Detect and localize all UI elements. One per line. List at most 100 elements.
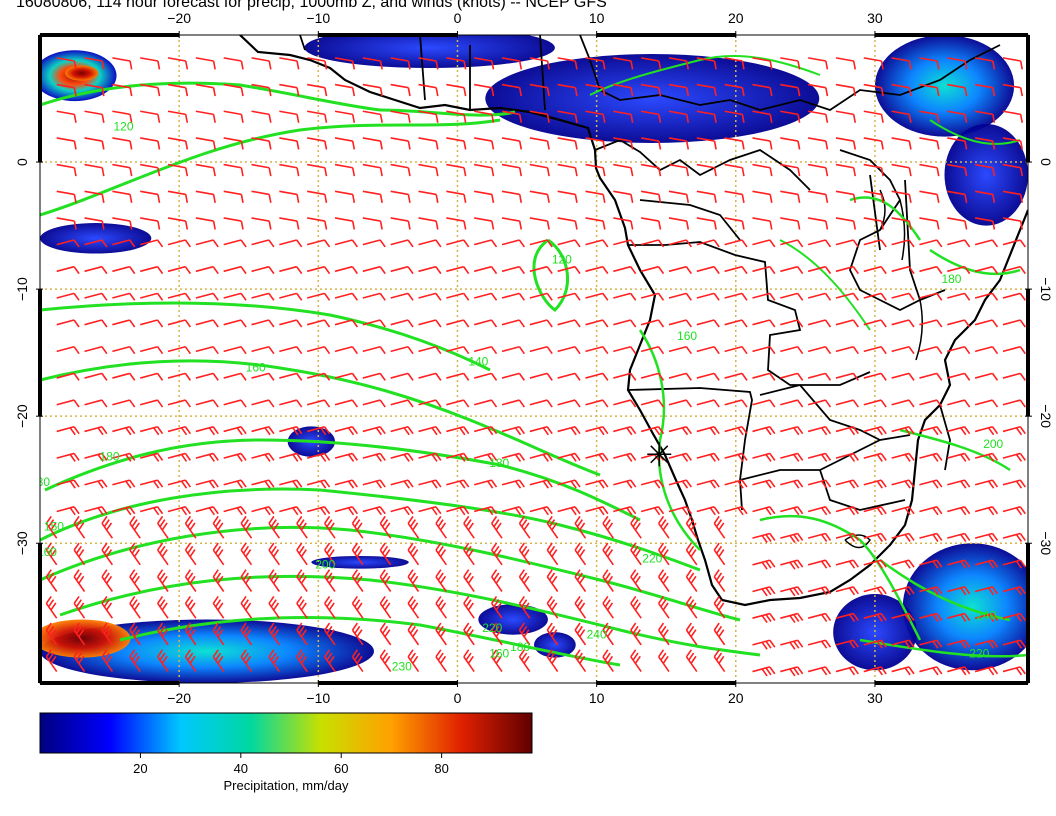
barb-feather xyxy=(546,542,553,551)
barb-feather xyxy=(688,625,695,634)
barb-staff xyxy=(474,137,493,142)
barb-staff xyxy=(446,163,465,169)
barb-feather xyxy=(741,399,748,408)
barb-feather xyxy=(268,319,275,328)
barb-staff xyxy=(184,656,197,673)
wind-barb xyxy=(407,595,420,619)
wind-barb xyxy=(529,110,550,123)
barb-staff xyxy=(223,292,242,299)
barb-feather xyxy=(542,454,549,462)
barb-staff xyxy=(390,57,409,62)
barb-staff xyxy=(279,217,298,222)
barb-feather xyxy=(876,640,883,649)
wind-barb xyxy=(557,239,581,248)
wind-barb xyxy=(379,622,392,646)
barb-feather xyxy=(548,625,556,634)
wind-barb xyxy=(529,57,550,70)
wind-barb xyxy=(613,399,637,408)
wind-barb xyxy=(501,57,523,70)
barb-feather xyxy=(908,167,912,177)
wind-barb xyxy=(223,110,244,123)
barb-feather xyxy=(685,167,690,177)
wind-barb xyxy=(251,83,272,97)
barb-staff xyxy=(752,163,771,169)
wind-barb xyxy=(518,542,531,566)
barb-feather xyxy=(964,194,968,203)
barb-staff xyxy=(362,292,381,299)
barb-feather xyxy=(852,194,857,203)
barb-feather xyxy=(602,266,609,275)
wind-barb xyxy=(641,110,662,123)
wind-barb xyxy=(668,506,692,516)
barb-staff xyxy=(84,265,103,273)
barb-staff xyxy=(140,190,159,196)
barb-staff xyxy=(919,425,938,433)
location-star-icon xyxy=(647,442,672,467)
barb-staff xyxy=(306,425,325,433)
wind-barb xyxy=(891,612,915,622)
barb-feather xyxy=(268,649,275,658)
barb-feather xyxy=(604,599,611,608)
barb-feather xyxy=(407,87,411,97)
barb-staff xyxy=(223,265,242,273)
barb-staff xyxy=(891,559,910,566)
wind-barb xyxy=(780,372,804,381)
wind-barb xyxy=(212,542,225,566)
barb-feather xyxy=(685,515,692,524)
barb-staff xyxy=(268,522,281,539)
wind-barb xyxy=(585,110,606,123)
barb-staff xyxy=(613,190,632,196)
wind-barb xyxy=(557,57,578,70)
barb-feather xyxy=(347,507,355,516)
barb-feather xyxy=(73,569,80,578)
barb-staff xyxy=(696,399,715,406)
barb-feather xyxy=(73,452,80,461)
barb-feather xyxy=(296,479,303,488)
barb-staff xyxy=(724,372,743,379)
wind-barb xyxy=(713,542,726,566)
barb-staff xyxy=(446,506,464,513)
wind-barb xyxy=(418,506,442,516)
wind-barb xyxy=(835,190,857,203)
wind-barb xyxy=(807,612,832,622)
barb-feather xyxy=(324,622,331,631)
barb-feather xyxy=(685,346,692,355)
barb-feather xyxy=(354,572,361,581)
barb-staff xyxy=(435,576,447,592)
wind-barb xyxy=(919,83,940,97)
wind-barb xyxy=(752,319,776,328)
contour-line xyxy=(40,118,501,217)
barb-feather xyxy=(463,506,470,515)
barb-staff xyxy=(974,83,993,89)
barb-staff xyxy=(1002,217,1021,222)
barb-feather xyxy=(904,534,911,542)
wind-barb xyxy=(974,479,999,489)
barb-feather xyxy=(409,625,416,634)
barb-staff xyxy=(863,586,882,593)
barb-staff xyxy=(139,399,158,406)
wind-barb xyxy=(418,372,442,381)
wind-barb xyxy=(919,190,940,203)
precip-area xyxy=(65,65,99,81)
barb-staff xyxy=(752,452,771,459)
wind-barb xyxy=(251,163,272,177)
barb-feather xyxy=(435,506,442,515)
barb-staff xyxy=(574,602,587,619)
barb-staff xyxy=(307,190,326,196)
barb-feather xyxy=(657,426,665,435)
barb-staff xyxy=(306,292,325,299)
barb-feather xyxy=(45,649,52,658)
barb-feather xyxy=(379,506,386,515)
barb-staff xyxy=(780,586,798,593)
barb-staff xyxy=(557,345,576,353)
barb-feather xyxy=(208,507,215,516)
barb-feather xyxy=(467,602,474,611)
wind-barb xyxy=(807,137,829,150)
barb-feather xyxy=(159,572,166,581)
barb-feather xyxy=(97,507,104,516)
barb-staff xyxy=(407,602,420,619)
barb-feather xyxy=(688,599,695,608)
wind-barb xyxy=(362,110,383,123)
barb-feather xyxy=(129,479,136,488)
wind-barb xyxy=(919,612,943,622)
